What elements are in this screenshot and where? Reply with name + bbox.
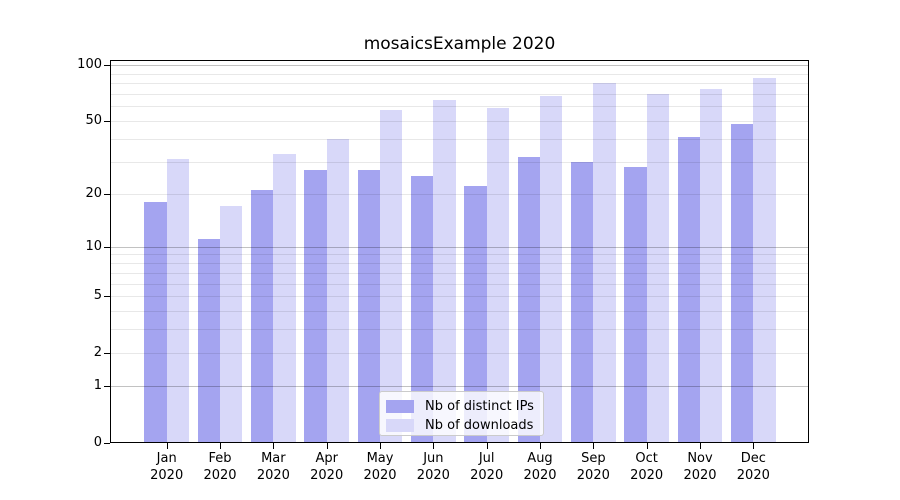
gridline-major-100 — [110, 65, 809, 66]
gridline-minor-4 — [110, 311, 809, 313]
bar-ips-aug — [517, 156, 540, 443]
bar-downloads-nov — [700, 89, 723, 443]
gridline-minor-70 — [110, 93, 809, 95]
legend-swatch-downloads — [386, 419, 414, 432]
gridline-major-10 — [110, 246, 809, 248]
x-tick-feb — [220, 443, 222, 449]
bars-layer — [110, 60, 809, 443]
y-tick-20 — [104, 193, 110, 195]
chart-title: mosaicsExample 2020 — [363, 34, 556, 54]
bar-ips-feb — [197, 239, 221, 443]
y-tick-label-50: 50 — [85, 112, 102, 128]
gridline-minor-80 — [110, 83, 809, 85]
legend-item-downloads: Nb of downloads — [386, 416, 537, 435]
x-tick-label-feb: Feb 2020 — [203, 451, 237, 483]
legend: Nb of distinct IPs Nb of downloads — [379, 391, 544, 436]
bar-downloads-mar — [273, 154, 296, 443]
legend-item-distinct-ips: Nb of distinct IPs — [386, 397, 537, 416]
legend-swatch-distinct-ips — [386, 400, 414, 413]
y-tick-label-20: 20 — [85, 185, 102, 201]
x-tick-oct — [646, 443, 648, 449]
legend-label-distinct-ips: Nb of distinct IPs — [425, 399, 534, 414]
x-tick-label-jan: Jan 2020 — [150, 451, 184, 483]
x-tick-jan — [166, 443, 168, 449]
x-tick-sep — [593, 443, 595, 449]
gridline-minor-7 — [110, 272, 809, 274]
y-tick-label-1: 1 — [93, 378, 102, 394]
y-tick-label-10: 10 — [85, 238, 102, 254]
gridline-minor-40 — [110, 138, 809, 140]
bar-ips-sep — [571, 161, 594, 443]
gridline-minor-30 — [110, 161, 809, 163]
bar-ips-jan — [144, 201, 167, 443]
bar-ips-mar — [251, 189, 274, 443]
legend-label-downloads: Nb of downloads — [425, 418, 534, 433]
x-tick-mar — [273, 443, 275, 449]
x-tick-nov — [700, 443, 701, 449]
y-tick-5 — [104, 296, 110, 298]
bar-downloads-jan — [166, 159, 189, 443]
gridline-minor-9 — [110, 254, 809, 256]
x-tick-label-mar: Mar 2020 — [256, 451, 290, 483]
x-tick-label-nov: Nov 2020 — [683, 451, 717, 483]
bar-downloads-dec — [753, 78, 776, 443]
x-tick-label-jul: Jul 2020 — [470, 451, 504, 483]
bar-downloads-jun — [433, 99, 456, 443]
x-tick-label-jun: Jun 2020 — [416, 451, 450, 483]
grid-layer — [110, 60, 809, 443]
bar-ips-dec — [731, 124, 754, 443]
y-tick-label-2: 2 — [93, 345, 102, 361]
x-tick-apr — [326, 443, 328, 449]
gridline-minor-5 — [110, 296, 809, 298]
gridline-major-1 — [110, 386, 809, 388]
bar-ips-jul — [464, 186, 487, 443]
y-tick-2 — [104, 353, 110, 355]
gridline-minor-90 — [110, 73, 809, 75]
x-tick-label-may: May 2020 — [363, 451, 397, 483]
bar-downloads-sep — [593, 83, 616, 443]
x-tick-may — [380, 443, 382, 449]
x-tick-label-dec: Dec 2020 — [736, 451, 770, 483]
x-tick-dec — [753, 443, 755, 449]
gridline-minor-2 — [110, 353, 809, 355]
y-tick-100 — [104, 65, 110, 66]
bar-ips-apr — [304, 170, 327, 443]
gridline-minor-8 — [110, 263, 809, 265]
x-tick-label-oct: Oct 2020 — [630, 451, 664, 483]
y-tick-0 — [104, 443, 110, 444]
x-tick-label-aug: Aug 2020 — [523, 451, 557, 483]
x-tick-jul — [486, 443, 488, 449]
x-tick-label-apr: Apr 2020 — [310, 451, 344, 483]
y-tick-50 — [104, 120, 110, 122]
x-tick-jun — [433, 443, 435, 449]
gridline-minor-3 — [110, 329, 809, 331]
y-tick-label-0: 0 — [93, 435, 102, 450]
gridline-minor-6 — [110, 283, 809, 285]
x-tick-aug — [540, 443, 541, 449]
y-tick-10 — [104, 246, 110, 248]
bar-ips-nov — [677, 136, 700, 443]
bar-downloads-apr — [326, 138, 349, 443]
y-tick-1 — [104, 386, 110, 388]
x-tick-label-sep: Sep 2020 — [576, 451, 610, 483]
y-tick-label-5: 5 — [93, 288, 102, 304]
bar-ips-oct — [624, 167, 647, 443]
bar-downloads-feb — [220, 206, 243, 443]
y-tick-label-100: 100 — [77, 57, 102, 72]
gridline-minor-20 — [110, 193, 809, 195]
bar-ips-jun — [411, 176, 434, 443]
gridline-minor-60 — [110, 106, 809, 108]
bar-ips-may — [357, 170, 381, 443]
bar-downloads-oct — [646, 93, 669, 443]
bar-downloads-jul — [486, 107, 509, 443]
gridline-minor-50 — [110, 120, 809, 122]
bar-downloads-aug — [540, 96, 563, 443]
bar-downloads-may — [380, 110, 403, 443]
